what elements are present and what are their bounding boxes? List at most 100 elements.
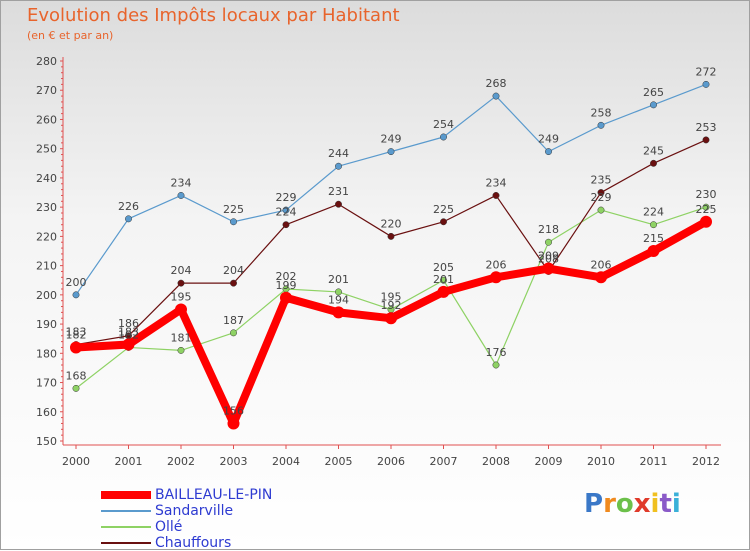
data-label: 204 [171, 264, 192, 277]
data-point [647, 245, 660, 257]
data-label: 200 [66, 276, 87, 289]
proxiti-logo: Proxiti [584, 489, 681, 519]
data-point [597, 206, 605, 214]
brand-letter: t [659, 489, 672, 519]
brand-letter: P [584, 489, 604, 519]
y-tick-label: 230 [36, 201, 57, 214]
x-tick-label: 2012 [692, 455, 720, 468]
data-point [597, 121, 605, 129]
brand-letter: i [671, 489, 681, 519]
x-tick-label: 2002 [167, 455, 195, 468]
legend-swatch [101, 510, 151, 512]
data-point [72, 384, 80, 392]
x-tick-label: 2011 [640, 455, 668, 468]
data-label: 224 [276, 206, 297, 219]
x-tick-label: 2008 [482, 455, 510, 468]
data-point [545, 148, 552, 156]
data-point [175, 303, 187, 316]
brand-letter: r [603, 489, 616, 519]
data-point [332, 306, 345, 319]
data-point [440, 218, 447, 226]
data-point [177, 192, 185, 199]
data-point [230, 279, 237, 287]
data-label: 206 [591, 258, 612, 271]
data-label: 183 [118, 326, 139, 339]
data-label: 226 [118, 200, 139, 213]
data-point [702, 80, 710, 88]
data-point [335, 162, 342, 170]
data-label: 225 [696, 203, 717, 216]
data-point [542, 262, 555, 275]
data-point [650, 101, 657, 109]
y-tick-label: 280 [36, 55, 57, 68]
data-label: 220 [381, 217, 402, 230]
data-label: 192 [381, 299, 402, 312]
data-label: 209 [538, 250, 559, 263]
data-label: 215 [643, 232, 664, 245]
legend-label: Ollé [155, 519, 183, 535]
data-point [387, 148, 395, 156]
y-tick-label: 250 [36, 143, 57, 156]
data-point [227, 417, 240, 430]
x-tick-label: 2004 [272, 455, 300, 468]
data-label: 265 [643, 86, 664, 99]
x-tick-label: 2007 [430, 455, 458, 468]
x-tick-label: 2006 [377, 455, 405, 468]
y-tick-label: 160 [36, 406, 57, 419]
x-tick-label: 2009 [535, 455, 563, 468]
data-label: 187 [223, 314, 244, 327]
data-point [70, 341, 82, 354]
data-label: 249 [538, 133, 559, 146]
data-label: 235 [591, 174, 612, 187]
legend-label: Chauffours [155, 535, 232, 551]
y-tick-label: 270 [36, 84, 57, 97]
data-point [280, 291, 292, 304]
legend-swatch [101, 526, 151, 528]
data-point [650, 221, 657, 229]
legend-swatch [101, 542, 151, 544]
y-tick-label: 210 [36, 260, 57, 273]
x-tick-label: 2001 [115, 455, 143, 468]
legend-label: Sandarville [155, 503, 234, 519]
data-point [650, 159, 657, 167]
data-label: 208 [538, 252, 559, 265]
data-label: 206 [486, 258, 507, 271]
data-label: 182 [118, 328, 139, 341]
data-point [492, 92, 500, 100]
y-tick-label: 200 [36, 289, 57, 302]
data-label: 234 [171, 176, 192, 189]
data-point [700, 215, 712, 228]
data-label: 231 [328, 185, 349, 198]
data-label: 181 [171, 331, 192, 344]
y-tick-label: 190 [36, 318, 57, 331]
data-point [335, 200, 342, 208]
chart-subtitle: (en € et par an) [27, 29, 114, 42]
data-point [125, 215, 132, 223]
y-tick-label: 150 [36, 435, 57, 448]
data-point [72, 291, 80, 299]
data-label: 244 [328, 147, 349, 160]
data-label: 225 [433, 203, 454, 216]
data-point [122, 338, 135, 351]
data-point [440, 133, 447, 141]
data-label: 224 [643, 206, 664, 219]
data-label: 201 [328, 273, 349, 286]
data-label: 225 [223, 203, 244, 216]
x-tick-label: 2003 [220, 455, 248, 468]
data-point [177, 346, 185, 354]
x-tick-label: 2005 [325, 455, 353, 468]
x-tick-label: 2010 [587, 455, 615, 468]
data-label: 168 [66, 369, 87, 382]
data-point [595, 271, 607, 284]
data-label: 182 [66, 328, 87, 341]
x-tick-label: 2000 [62, 455, 90, 468]
data-label: 258 [591, 106, 612, 119]
data-label: 230 [696, 188, 717, 201]
data-point [490, 271, 502, 284]
data-point [385, 312, 397, 325]
brand-letter: i [650, 489, 660, 519]
data-point [282, 206, 290, 214]
data-point [335, 288, 342, 296]
data-label: 156 [223, 404, 244, 417]
